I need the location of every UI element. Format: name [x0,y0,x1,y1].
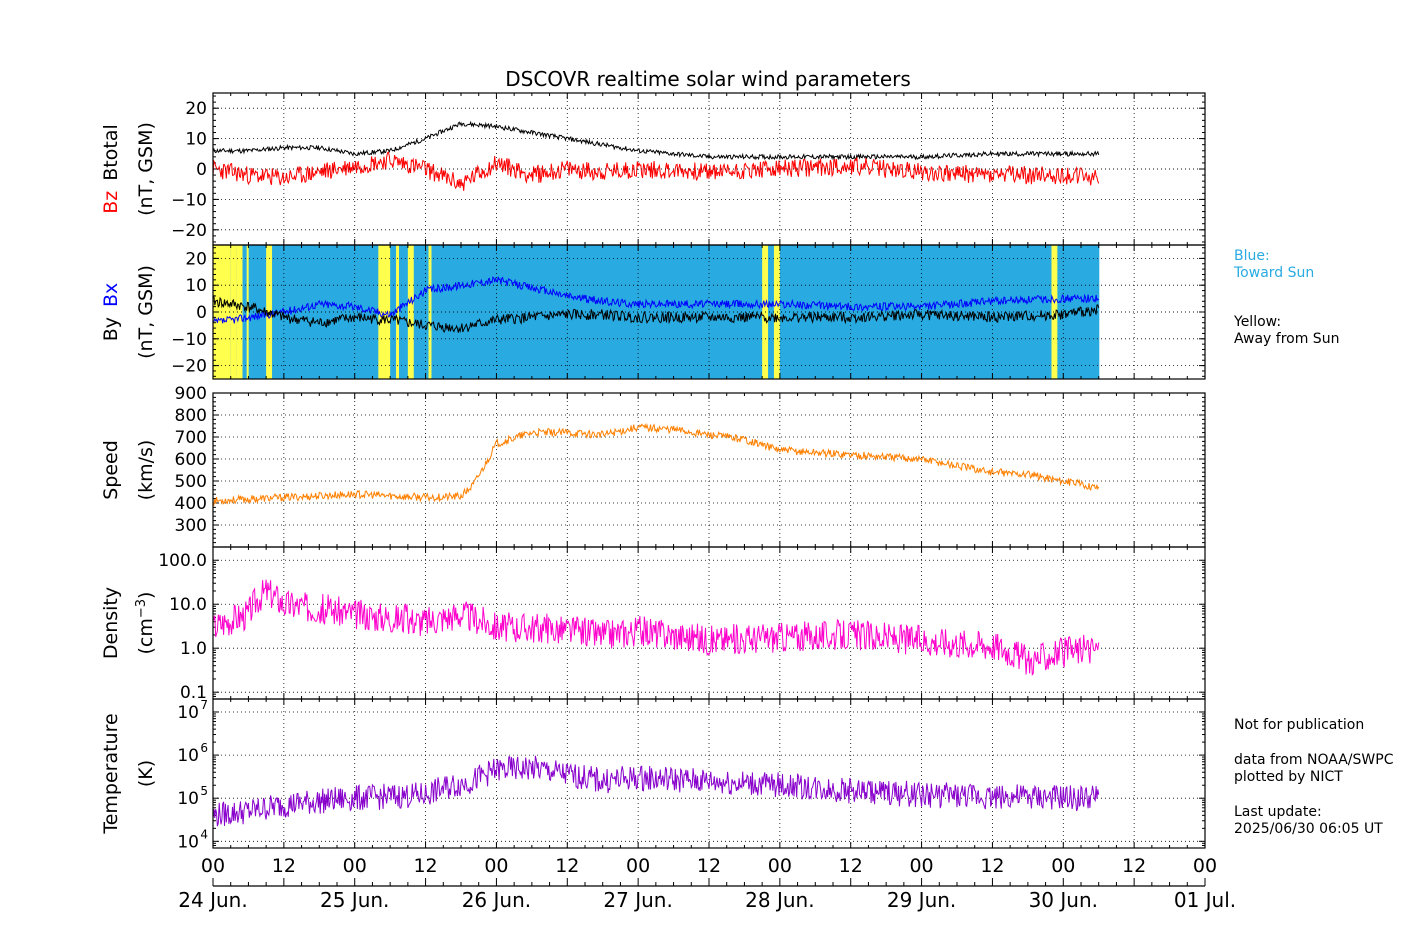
y-axis-label-part: Bz [100,191,122,214]
y-tick-label: −10 [171,330,207,350]
series-line-bz [212,151,1100,191]
y-tick-label: 0 [196,303,207,323]
hour-tick-label: 00 [201,855,225,877]
hour-tick-label: 12 [413,855,437,877]
y-axis-label-density: Density [100,587,122,659]
series-line-btotal [212,120,1100,161]
hour-tick-label: 12 [980,855,1004,877]
y-tick-label: 20 [185,249,207,269]
sector-away-from-sun [246,245,249,379]
hour-tick-label: 00 [909,855,933,877]
y-axis-label-mag-by: By Bx [100,283,122,342]
date-tick-label: 25 Jun. [320,888,389,912]
y-tick-label: 0.1 [180,683,207,703]
hour-tick-label: 12 [697,855,721,877]
y-tick-label-exponent: 4 [200,827,208,841]
sector-away-from-sun [236,245,243,379]
date-tick-label: 27 Jun. [603,888,672,912]
y-axis-unit-temperature: (K) [135,760,157,787]
date-tick-label: 24 Jun. [178,888,247,912]
sector-away-from-sun [1051,245,1058,379]
hour-tick-label: 12 [839,855,863,877]
hour-tick-label: 12 [555,855,579,877]
y-tick-label: 10 [185,130,207,150]
hour-tick-label: 00 [484,855,508,877]
note-not-for-publication: Not for publication [1234,717,1365,733]
hour-tick-label: 00 [768,855,792,877]
y-tick-label: 10 [177,789,199,809]
date-tick-label: 01 Jul. [1174,888,1236,912]
y-tick-label: 300 [175,516,207,536]
y-tick-label: −10 [171,190,207,210]
note-data-source: data from NOAA/SWPC [1234,752,1394,768]
y-tick-label: −20 [171,357,207,377]
note-plotted-by: plotted by NICT [1234,769,1343,785]
y-tick-label-exponent: 5 [200,784,208,798]
y-axis-unit-speed: (km/s) [135,440,157,501]
y-axis-unit-mag-bz: (nT, GSM) [135,122,157,216]
y-tick-label-exponent: 6 [200,741,208,755]
sector-legend-blue-title: Blue: [1234,248,1270,264]
hour-tick-label: 00 [1193,855,1217,877]
hour-tick-label: 12 [1122,855,1146,877]
y-axis-unit-part: ) [135,592,157,599]
panel-frame [212,244,1206,380]
y-tick-label: 800 [175,406,207,426]
note-last-update-label: Last update: [1234,804,1322,820]
y-axis-unit-mag-by: (nT, GSM) [135,265,157,359]
sector-away-from-sun [378,245,391,379]
series-line-by [212,294,1100,334]
date-tick-label: 28 Jun. [745,888,814,912]
y-tick-label: 500 [175,472,207,492]
sector-legend-yellow-text: Away from Sun [1234,331,1340,347]
series-line-density [212,579,1100,676]
y-axis-label-temperature: Temperature [100,713,122,834]
sector-legend-yellow-title: Yellow: [1234,314,1282,330]
y-tick-label: 400 [175,494,207,514]
y-tick-label: 10 [177,703,199,723]
series-line-temperature [212,755,1100,827]
sector-legend-blue-text: Toward Sun [1234,265,1315,281]
y-axis-label-part: Btotal [100,124,122,180]
y-tick-label: 900 [175,384,207,404]
date-tick-label: 29 Jun. [887,888,956,912]
sector-toward-sun [213,245,1100,379]
y-axis-unit-exponent: −3 [134,599,149,618]
note-last-update-value: 2025/06/30 06:05 UT [1234,821,1383,837]
y-tick-label: 1.0 [180,639,207,659]
y-axis-unit-part: (cm [135,618,157,654]
date-tick-label: 30 Jun. [1029,888,1098,912]
y-tick-label: 10 [177,746,199,766]
y-tick-label: 0 [196,160,207,180]
y-tick-label: 10.0 [169,595,207,615]
hour-tick-label: 12 [272,855,296,877]
y-axis-label-mag-bz: Bz Btotal [100,124,122,214]
hour-tick-label: 00 [626,855,650,877]
y-tick-label-exponent: 7 [200,698,208,712]
sector-away-from-sun [407,245,414,379]
y-axis-label-part: By [100,317,122,341]
y-tick-label: 10 [177,832,199,852]
y-tick-label: 100.0 [158,551,207,571]
y-axis-label-part: Bx [100,283,122,307]
y-tick-label: 700 [175,428,207,448]
panel-frame [212,698,1206,849]
hour-tick-label: 00 [1051,855,1075,877]
y-tick-label: 10 [185,276,207,296]
y-tick-label: 20 [185,99,207,119]
series-line-speed [212,422,1100,507]
chart-title: DSCOVR realtime solar wind parameters [505,67,911,91]
y-tick-label: 600 [175,450,207,470]
date-tick-label: 26 Jun. [462,888,531,912]
y-axis-label-speed: Speed [100,440,122,500]
y-tick-label: −20 [171,221,207,241]
sector-away-from-sun [773,245,780,379]
series-line-bx [212,276,1100,324]
y-axis-unit-density: (cm−3) [134,592,157,655]
hour-tick-label: 00 [343,855,367,877]
